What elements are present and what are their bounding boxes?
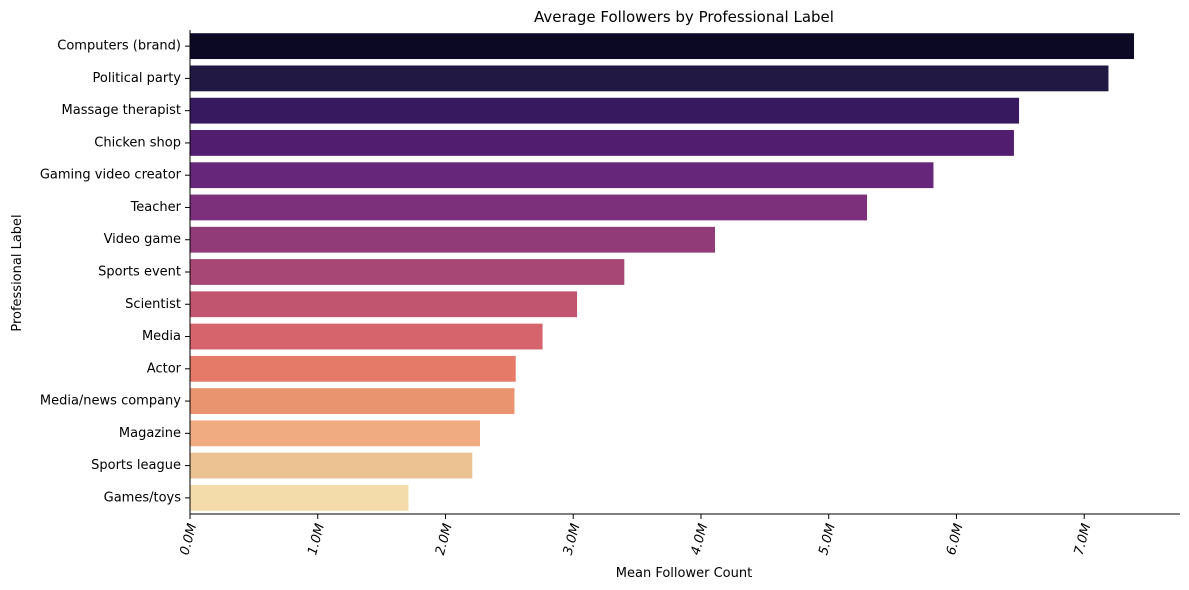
x-tick-label: 3.0M: [561, 522, 584, 557]
bar-games-toys: [190, 484, 409, 511]
bar-actor: [190, 355, 516, 382]
x-tick-label: 5.0M: [816, 522, 839, 557]
y-tick-label: Teacher: [130, 200, 182, 215]
y-tick-label: Political party: [93, 71, 182, 86]
y-tick-label: Media: [142, 329, 181, 344]
y-tick-label: Scientist: [125, 297, 181, 312]
y-tick-label: Sports event: [98, 265, 181, 280]
x-tick-labels: 0.0M 1.0M 2.0M 3.0M 4.0M 5.0M 6.0M 7.0M: [178, 514, 1095, 557]
y-tick-label: Media/news company: [40, 394, 181, 409]
bars-group: [190, 33, 1135, 511]
y-tick-label: Video game: [104, 232, 181, 247]
y-tick-label: Computers (brand): [57, 39, 181, 54]
bar-scientist: [190, 291, 578, 318]
y-tick-label: Games/toys: [104, 490, 182, 505]
bar-massage-therapist: [190, 97, 1020, 124]
bar-magazine: [190, 420, 480, 447]
y-tick-label: Chicken shop: [94, 135, 181, 150]
bar-gaming-video-creator: [190, 162, 934, 189]
x-tick-label: 1.0M: [305, 522, 328, 557]
y-tick-label: Magazine: [119, 426, 181, 441]
bar-political-party: [190, 65, 1109, 92]
x-tick-label: 0.0M: [178, 522, 201, 557]
x-tick-label: 7.0M: [1072, 522, 1095, 557]
bar-teacher: [190, 194, 868, 221]
y-tick-label: Gaming video creator: [40, 168, 182, 183]
y-tick-label: Massage therapist: [62, 103, 181, 118]
bar-sports-event: [190, 259, 625, 285]
y-tick-label: Sports league: [91, 458, 181, 473]
x-tick-label: 2.0M: [433, 522, 456, 557]
y-tick-labels: Computers (brand) Political party Massage …: [40, 39, 190, 505]
bar-media-news-company: [190, 388, 515, 414]
bar-sports-league: [190, 452, 473, 479]
bar-computers-brand: [190, 33, 1135, 60]
bar-chicken-shop: [190, 130, 1014, 156]
bar-media: [190, 323, 543, 350]
y-tick-label: Actor: [147, 361, 182, 376]
x-axis-label: Mean Follower Count: [616, 566, 752, 581]
bar-video-game: [190, 226, 716, 253]
chart-title: Average Followers by Professional Label: [534, 8, 834, 26]
x-tick-label: 6.0M: [944, 522, 967, 557]
x-tick-label: 4.0M: [688, 522, 711, 557]
y-axis-label: Professional Label: [10, 214, 25, 331]
